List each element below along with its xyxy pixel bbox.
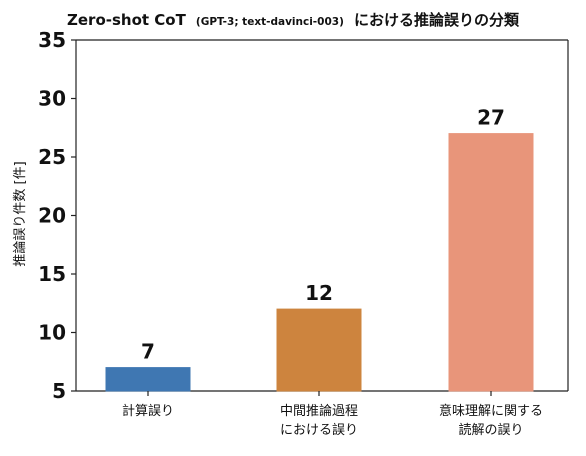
- plot-area: 5 10 15 20 25 30 35 7 計算誤り 12 中間推論過程における誤り 27 意味理解に関…: [38, 28, 569, 438]
- y-tick-label: 10: [38, 321, 66, 345]
- chart-title: Zero-shot CoT (GPT-3; text-davinci-003) …: [67, 10, 520, 29]
- y-tick-label: 35: [38, 28, 66, 52]
- y-tick-label: 30: [38, 87, 66, 111]
- svg-text:Zero-shot CoT (GPT-3;: Zero-shot CoT (GPT-3; text-davinci-003) …: [67, 10, 520, 29]
- x-category-label: 計算誤り: [122, 403, 174, 419]
- bar-value-label: 27: [477, 106, 505, 130]
- y-axis-label: 推論誤り件数 [件]: [12, 161, 28, 266]
- bar-value-label: 12: [305, 281, 333, 305]
- chart-title-suffix: における推論誤りの分類: [354, 11, 520, 29]
- bar: [105, 367, 191, 392]
- bar: [276, 308, 362, 392]
- x-category-label: 中間推論過程における誤り: [280, 403, 358, 438]
- chart-title-prefix: Zero-shot CoT: [67, 11, 187, 29]
- y-tick-label: 5: [52, 379, 66, 403]
- y-tick-label: 20: [38, 204, 66, 228]
- x-category-label: 意味理解に関する読解の誤り: [439, 403, 543, 438]
- y-tick-label: 15: [38, 262, 66, 286]
- bar-value-label: 7: [141, 340, 155, 364]
- bar: [448, 133, 534, 392]
- chart-title-detail: (GPT-3; text-davinci-003): [196, 16, 344, 28]
- y-tick-label: 25: [38, 145, 66, 169]
